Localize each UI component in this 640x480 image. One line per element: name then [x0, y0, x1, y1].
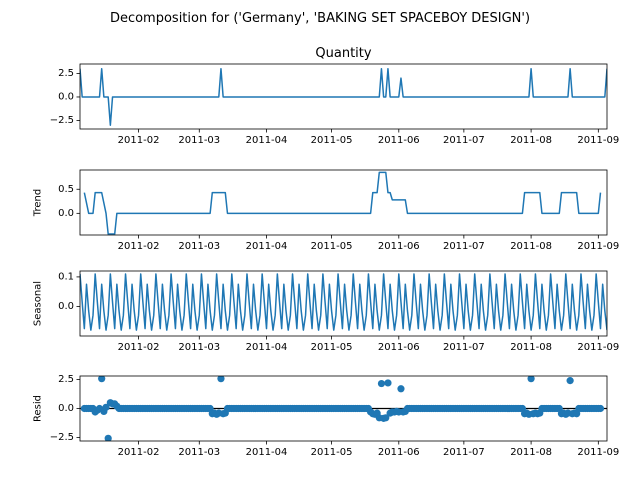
plot-area	[83, 171, 602, 235]
x-tick-label: 2011-02	[118, 241, 160, 252]
y-axis-label: Resid	[33, 395, 44, 422]
x-tick-label: 2011-07	[443, 241, 485, 252]
y-tick-label: 0.0	[58, 208, 74, 219]
series-line	[83, 171, 602, 235]
series-line	[80, 67, 607, 126]
resid-point	[596, 404, 605, 413]
x-tick-label: 2011-02	[118, 447, 160, 458]
resid-point	[217, 376, 225, 383]
x-tick-label: 2011-08	[510, 447, 552, 458]
x-tick-label: 2011-02	[118, 342, 160, 353]
x-tick-label: 2011-04	[246, 241, 288, 252]
resid-point	[566, 377, 574, 385]
panel-title: Quantity	[315, 46, 371, 61]
resid-point	[382, 414, 390, 422]
axes-frame	[79, 63, 608, 130]
x-tick-label: 2011-05	[311, 447, 353, 458]
x-tick-label: 2011-09	[577, 342, 619, 353]
panel-resid: Resid −2.5 0.0 2.5 2011-02 2011-03 2011-04 2011…	[33, 374, 620, 458]
resid-point	[377, 379, 386, 388]
x-tick-label: 2011-03	[178, 342, 220, 353]
x-tick-label: 2011-02	[118, 135, 160, 146]
x-tick-label: 2011-08	[510, 342, 552, 353]
resid-point	[397, 385, 405, 393]
plot-area	[80, 376, 607, 441]
x-tick-label: 2011-07	[443, 342, 485, 353]
x-tick-label: 2011-04	[246, 447, 288, 458]
y-tick-label: 2.5	[58, 68, 74, 79]
x-tick-label: 2011-06	[378, 447, 420, 458]
x-tick-label: 2011-04	[246, 342, 288, 353]
x-tick-label: 2011-07	[443, 135, 485, 146]
x-tick-label: 2011-03	[178, 241, 220, 252]
y-tick-label: 0.0	[58, 301, 74, 312]
x-tick-label: 2011-05	[311, 342, 353, 353]
x-tick-label: 2011-07	[443, 447, 485, 458]
axes-frame	[79, 270, 608, 337]
x-tick-label: 2011-09	[577, 447, 619, 458]
series-line	[80, 273, 607, 331]
x-tick-label: 2011-09	[577, 135, 619, 146]
resid-point	[104, 434, 112, 441]
panel-seasonal: Seasonal 0.0 0.1 2011-02 2011-03 2011-04 2011-…	[33, 270, 619, 353]
panel-quantity: Quantity −2.5 0.0 2.5 2011-02 2011-03 2011-04 2…	[50, 46, 620, 146]
resid-point	[102, 403, 110, 411]
x-tick-label: 2011-09	[577, 241, 619, 252]
y-tick-label: 0.0	[58, 403, 74, 414]
chart-panels: Quantity −2.5 0.0 2.5 2011-02 2011-03 2011-04 2…	[33, 46, 620, 458]
x-tick-label: 2011-05	[311, 135, 353, 146]
x-tick-label: 2011-03	[178, 135, 220, 146]
axes-frame	[79, 375, 608, 442]
y-tick-label: −2.5	[50, 115, 74, 126]
y-tick-label: 0.0	[58, 91, 74, 102]
x-tick-label: 2011-04	[246, 135, 288, 146]
y-tick-label: 2.5	[58, 374, 74, 385]
resid-point	[384, 379, 392, 387]
y-axis-label: Seasonal	[33, 281, 44, 326]
y-axis-label: Trend	[33, 189, 44, 217]
plot-area	[80, 67, 607, 126]
panel-trend: Trend 0.0 0.5 2011-02 2011-03 2011-04 2011-05 2…	[33, 169, 619, 252]
y-tick-label: 0.5	[58, 184, 74, 195]
resid-point	[98, 376, 106, 383]
x-tick-label: 2011-06	[378, 241, 420, 252]
axes-frame	[79, 169, 608, 236]
x-tick-label: 2011-08	[510, 135, 552, 146]
x-tick-label: 2011-06	[378, 135, 420, 146]
x-tick-label: 2011-08	[510, 241, 552, 252]
figure-suptitle: Decomposition for ('Germany', 'BAKING SE…	[110, 11, 530, 26]
resid-point	[527, 376, 535, 383]
y-tick-label: 0.1	[58, 271, 74, 282]
y-tick-label: −2.5	[50, 432, 74, 443]
x-tick-label: 2011-03	[178, 447, 220, 458]
plot-area	[80, 273, 607, 331]
x-tick-label: 2011-05	[311, 241, 353, 252]
x-tick-label: 2011-06	[378, 342, 420, 353]
